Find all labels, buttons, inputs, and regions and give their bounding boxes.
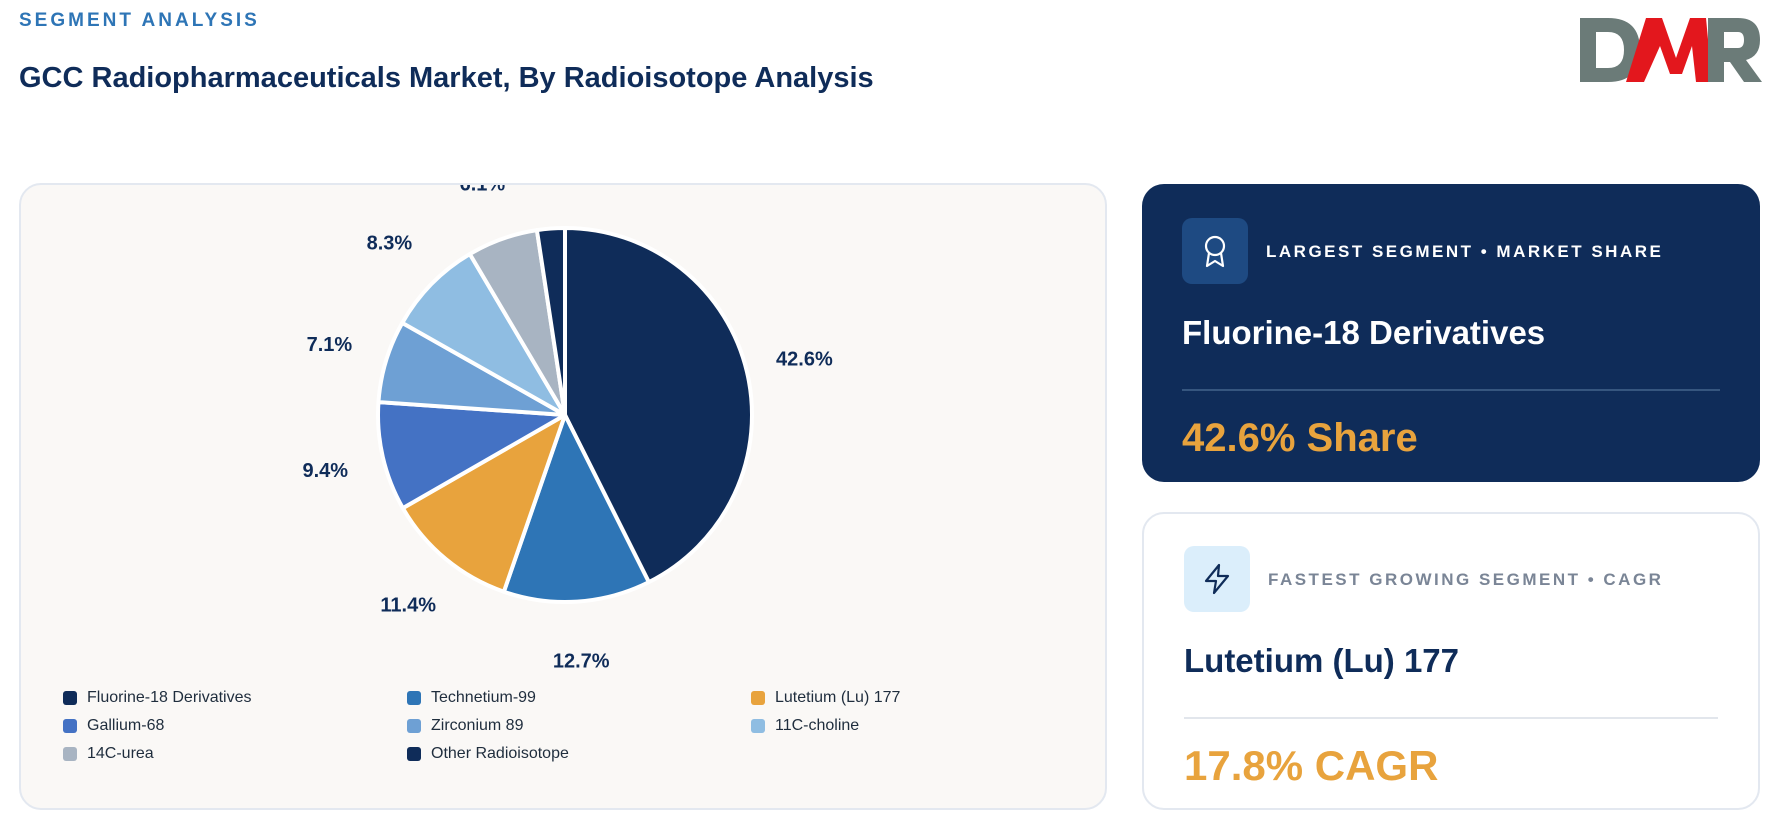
- largest-segment-value: 42.6% Share: [1182, 416, 1418, 460]
- slice-label-3: 11.4%: [380, 595, 436, 617]
- award-icon: [1182, 218, 1248, 284]
- slice-label-2: 12.7%: [553, 650, 610, 672]
- largest-segment-card: LARGEST SEGMENT • MARKET SHARE Fluorine-…: [1142, 184, 1760, 482]
- slice-label-6: 8.3%: [367, 233, 413, 255]
- pie-chart-card: 42.6%12.7%11.4%9.4%7.1%8.3%6.1%2.4% Fluo…: [19, 183, 1107, 810]
- slice-label-1: 42.6%: [776, 348, 833, 370]
- legend-item: Lutetium (Lu) 177: [751, 689, 900, 707]
- legend-item: 11C-choline: [751, 717, 859, 735]
- legend-label: Lutetium (Lu) 177: [775, 689, 901, 706]
- page-title: GCC Radiopharmaceuticals Market, By Radi…: [19, 62, 874, 94]
- divider: [1184, 717, 1718, 719]
- dmr-logo: [1578, 12, 1762, 88]
- legend-label: Technetium-99: [431, 689, 536, 706]
- legend-label: 11C-choline: [775, 717, 860, 734]
- legend-item: 14C-urea: [63, 745, 154, 763]
- pie-chart: 42.6%12.7%11.4%9.4%7.1%8.3%6.1%2.4%: [302, 185, 833, 672]
- pie-slice-2: [501, 413, 651, 604]
- legend-label: 14C-urea: [87, 745, 154, 762]
- legend-item: Technetium-99: [407, 689, 536, 707]
- section-eyebrow: SEGMENT ANALYSIS: [19, 10, 260, 31]
- legend-swatch: [63, 691, 77, 705]
- fastest-growing-label: FASTEST GROWING SEGMENT • CAGR: [1268, 570, 1664, 589]
- legend-swatch: [407, 691, 421, 705]
- slice-label-7: 6.1%: [460, 185, 506, 195]
- legend-swatch: [751, 691, 765, 705]
- legend-label: Other Radioisotope: [431, 745, 569, 762]
- fastest-growing-name: Lutetium (Lu) 177: [1184, 642, 1460, 679]
- slice-label-4: 9.4%: [302, 460, 348, 482]
- slice-label-5: 7.1%: [307, 334, 353, 356]
- legend-swatch: [63, 719, 77, 733]
- largest-segment-label: LARGEST SEGMENT • MARKET SHARE: [1266, 242, 1664, 261]
- legend-swatch: [751, 719, 765, 733]
- legend-swatch: [63, 747, 77, 761]
- legend-label: Zirconium 89: [431, 717, 524, 734]
- pie-slice-1: [563, 226, 754, 585]
- lightning-icon: [1184, 546, 1250, 612]
- pie-slice-8: [534, 226, 567, 417]
- legend-item: Fluorine-18 Derivatives: [63, 689, 252, 707]
- fastest-growing-card: FASTEST GROWING SEGMENT • CAGR Lutetium …: [1142, 512, 1760, 810]
- legend-swatch: [407, 719, 421, 733]
- legend-swatch: [407, 747, 421, 761]
- divider: [1182, 389, 1720, 391]
- legend-label: Fluorine-18 Derivatives: [87, 689, 252, 706]
- pie-slice-3: [400, 413, 567, 594]
- legend-label: Gallium-68: [87, 717, 165, 734]
- pie-slice-4: [376, 400, 567, 511]
- largest-segment-name: Fluorine-18 Derivatives: [1182, 314, 1546, 351]
- legend-item: Other Radioisotope: [407, 745, 569, 763]
- fastest-growing-value: 17.8% CAGR: [1184, 742, 1439, 789]
- legend-item: Gallium-68: [63, 717, 164, 735]
- legend-item: Zirconium 89: [407, 717, 523, 735]
